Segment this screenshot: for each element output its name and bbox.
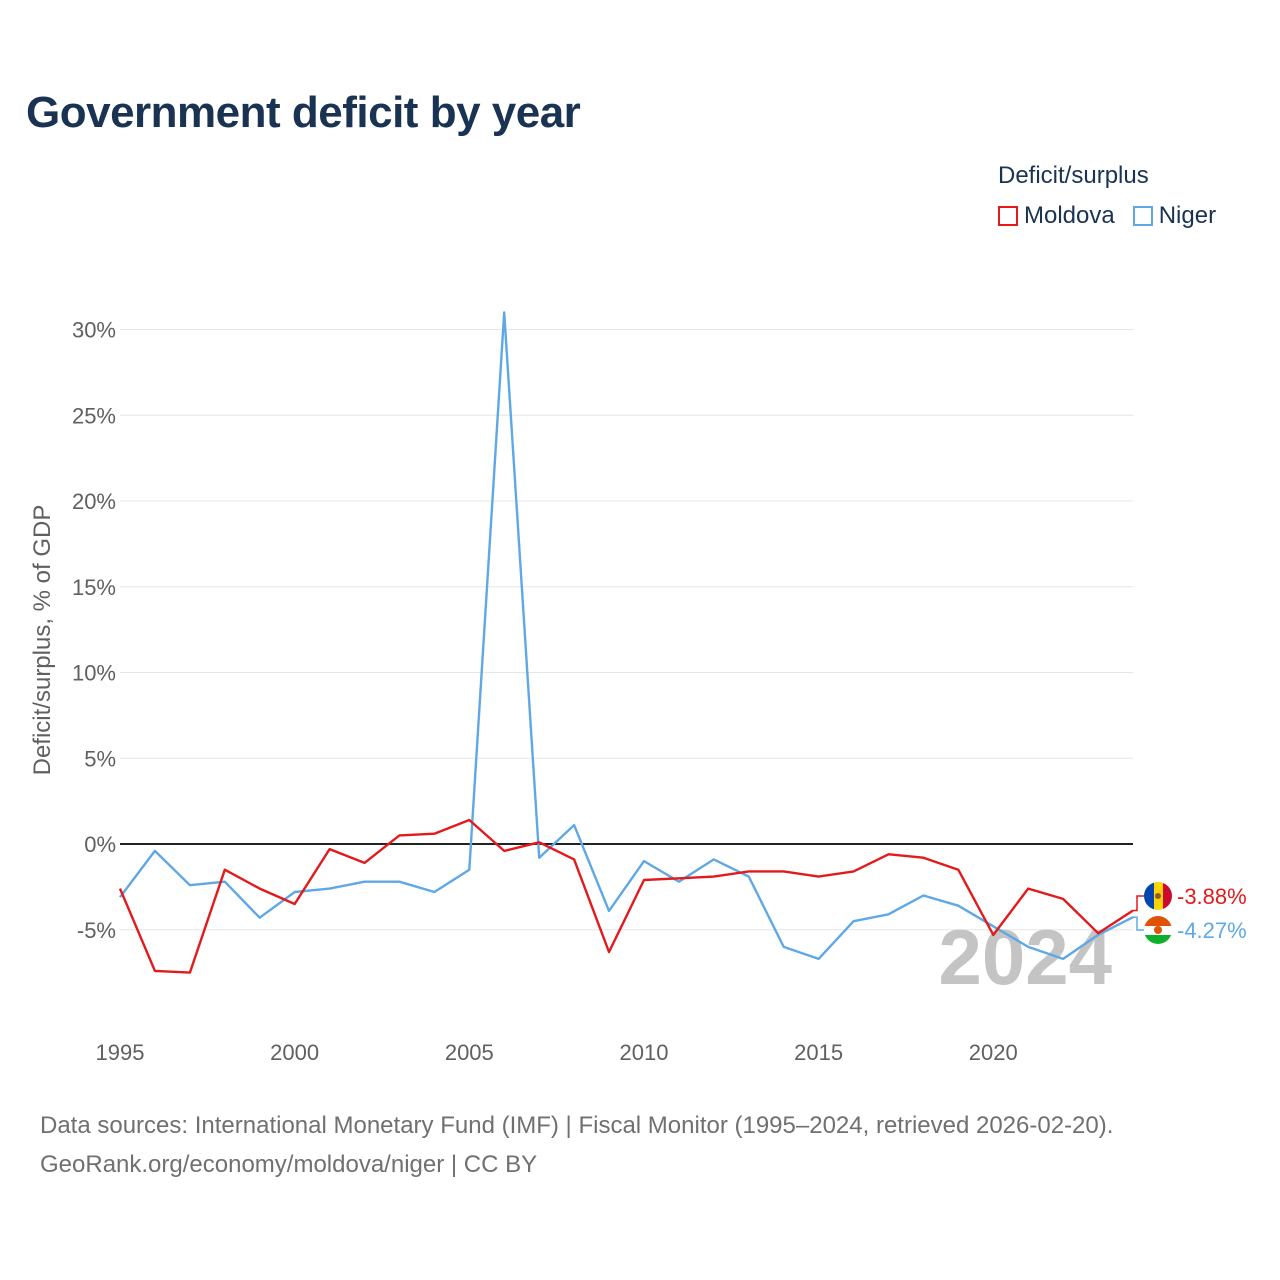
year-watermark: 2024 (938, 913, 1112, 1001)
y-tick-label: -5% (77, 918, 116, 943)
end-label-niger: -4.27% (1177, 918, 1247, 943)
flag-stripe (1144, 935, 1172, 944)
attribution-text: GeoRank.org/economy/moldova/niger | CC B… (40, 1151, 538, 1178)
legend-item-niger[interactable]: Niger (1132, 202, 1217, 230)
x-tick-label: 2005 (445, 1040, 494, 1065)
legend-title: Deficit/surplus (998, 162, 1149, 189)
flag-emblem (1154, 926, 1162, 934)
series-line-niger (119, 311, 1134, 961)
niger-flag-icon (1144, 916, 1172, 944)
x-tick-label: 2020 (969, 1040, 1018, 1065)
flag-stripe (1144, 916, 1172, 926)
y-tick-label: 0% (84, 832, 116, 857)
legend: Deficit/surplus Moldova Niger (998, 162, 1216, 230)
legend-label-moldova: Moldova (1024, 202, 1115, 229)
y-tick-label: 5% (84, 746, 116, 771)
y-tick-label: 15% (72, 575, 116, 600)
legend-swatch-moldova (998, 206, 1018, 226)
y-tick-label: 20% (72, 489, 116, 514)
flag-emblem (1155, 893, 1161, 899)
y-axis-label: Deficit/surplus, % of GDP (29, 505, 56, 776)
y-tick-label: 30% (72, 318, 116, 343)
connector-moldova (1133, 895, 1144, 912)
end-label-moldova: -3.88% (1177, 884, 1247, 909)
flag-stripe (1163, 882, 1172, 910)
data-sources-text: Data sources: International Monetary Fun… (40, 1112, 1114, 1139)
x-tick-label: 1995 (96, 1040, 145, 1065)
moldova-flag-icon (1144, 882, 1172, 910)
footer: Data sources: International Monetary Fun… (40, 1106, 1113, 1184)
legend-item-moldova[interactable]: Moldova (998, 202, 1115, 230)
flag-stripe (1144, 882, 1154, 910)
x-tick-label: 2000 (270, 1040, 319, 1065)
legend-label-niger: Niger (1158, 202, 1217, 229)
y-tick-label: 25% (72, 403, 116, 428)
legend-swatch-niger (1132, 206, 1153, 226)
x-tick-label: 2010 (619, 1040, 668, 1065)
y-tick-label: 10% (72, 661, 116, 686)
connector-niger (1133, 916, 1144, 931)
x-tick-label: 2015 (794, 1040, 843, 1065)
chart-title: Government deficit by year (26, 88, 581, 137)
series-line-moldova (118, 818, 1134, 974)
